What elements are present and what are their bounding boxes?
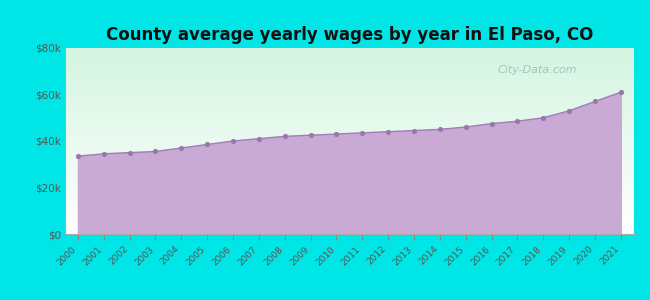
Point xyxy=(306,133,316,138)
Title: County average yearly wages by year in El Paso, CO: County average yearly wages by year in E… xyxy=(106,26,593,44)
Point xyxy=(512,119,523,124)
Point xyxy=(383,129,393,134)
Point xyxy=(564,108,575,113)
Point xyxy=(228,139,239,143)
Point xyxy=(590,99,600,104)
Point xyxy=(150,149,161,154)
Point xyxy=(409,128,419,133)
Point xyxy=(176,146,187,150)
Point xyxy=(124,150,135,155)
Point xyxy=(460,124,471,129)
Point xyxy=(616,90,626,94)
Point xyxy=(486,121,497,126)
Point xyxy=(202,142,213,147)
Text: City-Data.com: City-Data.com xyxy=(497,65,577,75)
Point xyxy=(254,136,264,141)
Point xyxy=(73,154,83,158)
Point xyxy=(538,115,549,120)
Point xyxy=(99,152,109,156)
Point xyxy=(435,127,445,132)
Point xyxy=(357,130,367,135)
Point xyxy=(280,134,290,139)
Point xyxy=(332,132,342,136)
